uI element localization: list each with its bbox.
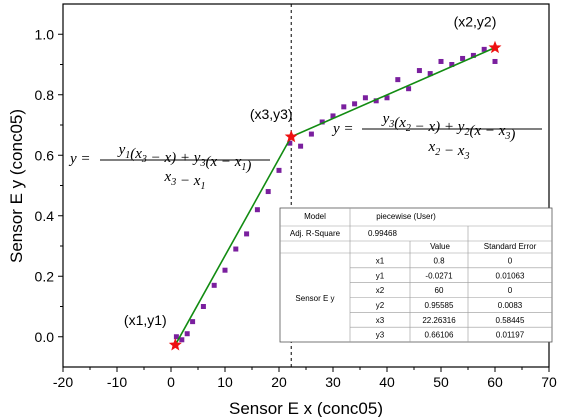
data-point	[200, 304, 206, 309]
fit-table-error: 0	[508, 286, 513, 295]
data-point	[416, 68, 422, 74]
data-point	[341, 104, 347, 110]
data-point	[449, 62, 455, 67]
data-point	[330, 113, 336, 119]
data-point	[308, 131, 314, 137]
fit-table-value: 22.26316	[422, 316, 456, 325]
fit-table-error: 0	[508, 256, 513, 265]
x-axis-label: Sensor E x (conc05)	[229, 399, 383, 417]
fit-table-value: -0.0271	[425, 271, 453, 280]
fit-table-param: y3	[376, 331, 385, 340]
formula-right-lhs: y =	[331, 121, 354, 137]
data-point	[352, 101, 358, 107]
fit-table-background	[279, 207, 553, 343]
fit-table-model-value: piecewise (User)	[376, 212, 436, 221]
data-point	[184, 331, 190, 337]
breakpoint-label: (x1,y1)	[124, 312, 167, 328]
data-point	[319, 119, 325, 125]
y-tick-label: 0.2	[35, 268, 55, 284]
data-point	[222, 267, 228, 273]
y-tick-label: 0.6	[35, 147, 55, 163]
data-point	[287, 140, 293, 146]
fit-table-error: 0.58445	[496, 316, 525, 325]
data-point	[298, 143, 304, 149]
fit-table-adjr-value: 0.99468	[368, 229, 397, 238]
fit-table-error: 0.01063	[496, 271, 525, 280]
x-tick-label: 60	[487, 374, 503, 390]
data-point	[427, 71, 433, 77]
x-tick-label: 30	[325, 374, 341, 390]
fit-table-error: 0.0083	[498, 301, 523, 310]
data-point	[254, 207, 260, 213]
data-point	[276, 167, 282, 173]
fit-table-value: 0.95585	[425, 301, 454, 310]
formula-right-denominator: x2 − x3	[428, 139, 470, 162]
fit-table-group-label: Sensor E y	[295, 294, 334, 303]
formula-left-denominator: x3 − x1	[164, 169, 206, 192]
fit-table-value: 0.8	[433, 256, 445, 265]
data-points	[173, 46, 498, 343]
fit-table-error-header: Standard Error	[484, 242, 537, 251]
data-point	[481, 46, 487, 52]
data-point	[173, 334, 179, 340]
formula-left: y = y1(x3 − x) + y3(x − x1) x3 − x1	[68, 142, 270, 192]
data-point	[460, 55, 466, 61]
fit-table-value: 60	[435, 286, 444, 295]
fit-table-error: 0.01197	[496, 331, 525, 340]
breakpoint-star	[488, 40, 502, 54]
fit-table-grid	[280, 208, 552, 342]
fit-table-adjr-label: Adj. R-Square	[290, 229, 341, 238]
data-point	[265, 189, 271, 195]
data-point	[373, 98, 379, 104]
breakpoint-labels: (x1,y1) (x3,y3) (x2,y2)	[124, 14, 496, 328]
y-axis-label: Sensor E y (conc05)	[7, 109, 26, 263]
x-tick-label: 70	[541, 374, 557, 390]
data-point	[395, 77, 401, 83]
data-point	[233, 246, 239, 252]
breakpoint-label: (x3,y3)	[250, 106, 293, 122]
breakpoint-label: (x2,y2)	[454, 14, 497, 30]
x-axis: -20 -10 0 10 20 30 40 50 60 70	[53, 367, 557, 390]
data-point	[492, 58, 498, 64]
fit-table-param: x2	[376, 286, 385, 295]
formula-left-lhs: y =	[68, 151, 91, 167]
y-tick-label: 0.8	[35, 87, 55, 103]
data-point	[470, 52, 476, 58]
breakpoint-stars	[168, 40, 502, 351]
x-tick-label: 0	[167, 374, 175, 390]
x-tick-label: -20	[53, 374, 73, 390]
breakpoint-star	[168, 338, 182, 351]
data-point	[406, 86, 412, 92]
formula-right: y = y3(x2 − x) + y2(x − x3) x2 − x3	[331, 111, 542, 162]
x-tick-label: 50	[433, 374, 449, 390]
data-point	[190, 319, 196, 325]
formula-right-numerator: y3(x2 − x) + y2(x − x3)	[381, 111, 516, 143]
fit-table-rows: x1 0.8 0 y1 -0.0271 0.01063 x2 60 0 y2 0.95585 0.00…	[376, 256, 525, 339]
fit-table-param: x1	[376, 256, 385, 265]
fit-table-value: 0.66106	[425, 331, 454, 340]
y-axis: 0.0 0.2 0.4 0.6 0.8 1.0	[35, 26, 63, 345]
fit-table-value-header: Value	[430, 242, 450, 251]
fit-table-param: y1	[376, 271, 385, 280]
x-tick-label: 10	[217, 374, 233, 390]
fit-results-table: Model piecewise (User) Adj. R-Square 0.9…	[279, 207, 553, 343]
x-tick-label: 20	[271, 374, 287, 390]
y-tick-label: 0.4	[35, 208, 55, 224]
fit-table-param: x3	[376, 316, 385, 325]
breakpoint-star	[284, 129, 298, 143]
y-tick-label: 0.0	[35, 329, 55, 345]
data-point	[244, 231, 250, 237]
x-tick-label: 40	[379, 374, 395, 390]
data-point	[362, 95, 368, 101]
x-tick-label: -10	[107, 374, 127, 390]
data-point	[179, 337, 185, 343]
data-point	[384, 95, 390, 101]
data-point	[438, 58, 444, 64]
fit-table-param: y2	[376, 301, 385, 310]
data-point	[211, 282, 217, 288]
y-tick-label: 1.0	[35, 26, 55, 42]
fit-table-model-label: Model	[304, 212, 326, 221]
